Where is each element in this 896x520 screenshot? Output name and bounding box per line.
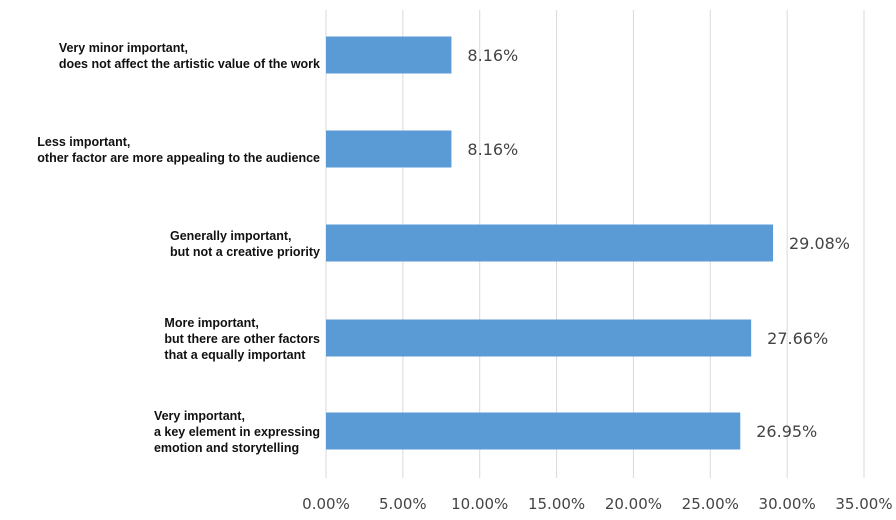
value-label-4: 26.95%: [756, 422, 817, 441]
bar-0: [326, 36, 452, 74]
bar-2: [326, 224, 774, 262]
x-tick-label-6: 30.00%: [759, 495, 816, 513]
category-label-0-line-1: does not affect the artistic value of th…: [59, 57, 320, 71]
x-tick-label-2: 10.00%: [451, 495, 508, 513]
x-tick-label-7: 35.00%: [835, 495, 892, 513]
x-tick-label-1: 5.00%: [379, 495, 427, 513]
category-label-0-line-0: Very minor important,: [59, 41, 188, 55]
bars: [326, 36, 774, 450]
category-label-4-line-2: emotion and storytelling: [154, 441, 299, 455]
category-labels: Very minor important, does not affect the…: [37, 41, 320, 455]
x-tick-label-4: 20.00%: [605, 495, 662, 513]
bar-1: [326, 130, 452, 168]
category-label-1-line-0: Less important,: [37, 135, 130, 149]
category-label-4-line-1: a key element in expressing: [154, 425, 320, 439]
category-label-3-line-1: but there are other factors: [164, 332, 320, 346]
category-label-2-line-0: Generally important,: [170, 229, 292, 243]
category-label-4: Very important, a key element in expressi…: [154, 409, 320, 455]
value-label-1: 8.16%: [467, 140, 518, 159]
x-axis-tick-labels: 0.00% 5.00% 10.00% 15.00% 20.00% 25.00% 30.00%…: [302, 495, 892, 513]
category-label-0: Very minor important, does not affect the…: [59, 41, 320, 71]
x-tick-label-5: 25.00%: [682, 495, 739, 513]
bar-4: [326, 412, 741, 450]
category-label-2-line-1: but not a creative priority: [170, 245, 320, 259]
category-label-4-line-0: Very important,: [154, 409, 245, 423]
category-label-3: More important, but there are other facto…: [164, 316, 320, 362]
category-label-1: Less important, other factor are more app…: [37, 135, 320, 165]
category-label-1-line-1: other factor are more appealing to the a…: [37, 151, 320, 165]
value-labels: 8.16% 8.16% 29.08% 27.66% 26.95%: [467, 46, 850, 441]
x-tick-label-0: 0.00%: [302, 495, 350, 513]
bar-3: [326, 319, 752, 357]
x-tick-label-3: 15.00%: [528, 495, 585, 513]
category-label-3-line-0: More important,: [164, 316, 258, 330]
category-label-3-line-2: that a equally important: [164, 348, 306, 362]
value-label-3: 27.66%: [767, 329, 828, 348]
value-label-0: 8.16%: [467, 46, 518, 65]
category-label-2: Generally important, but not a creative p…: [170, 229, 320, 259]
value-label-2: 29.08%: [789, 234, 850, 253]
